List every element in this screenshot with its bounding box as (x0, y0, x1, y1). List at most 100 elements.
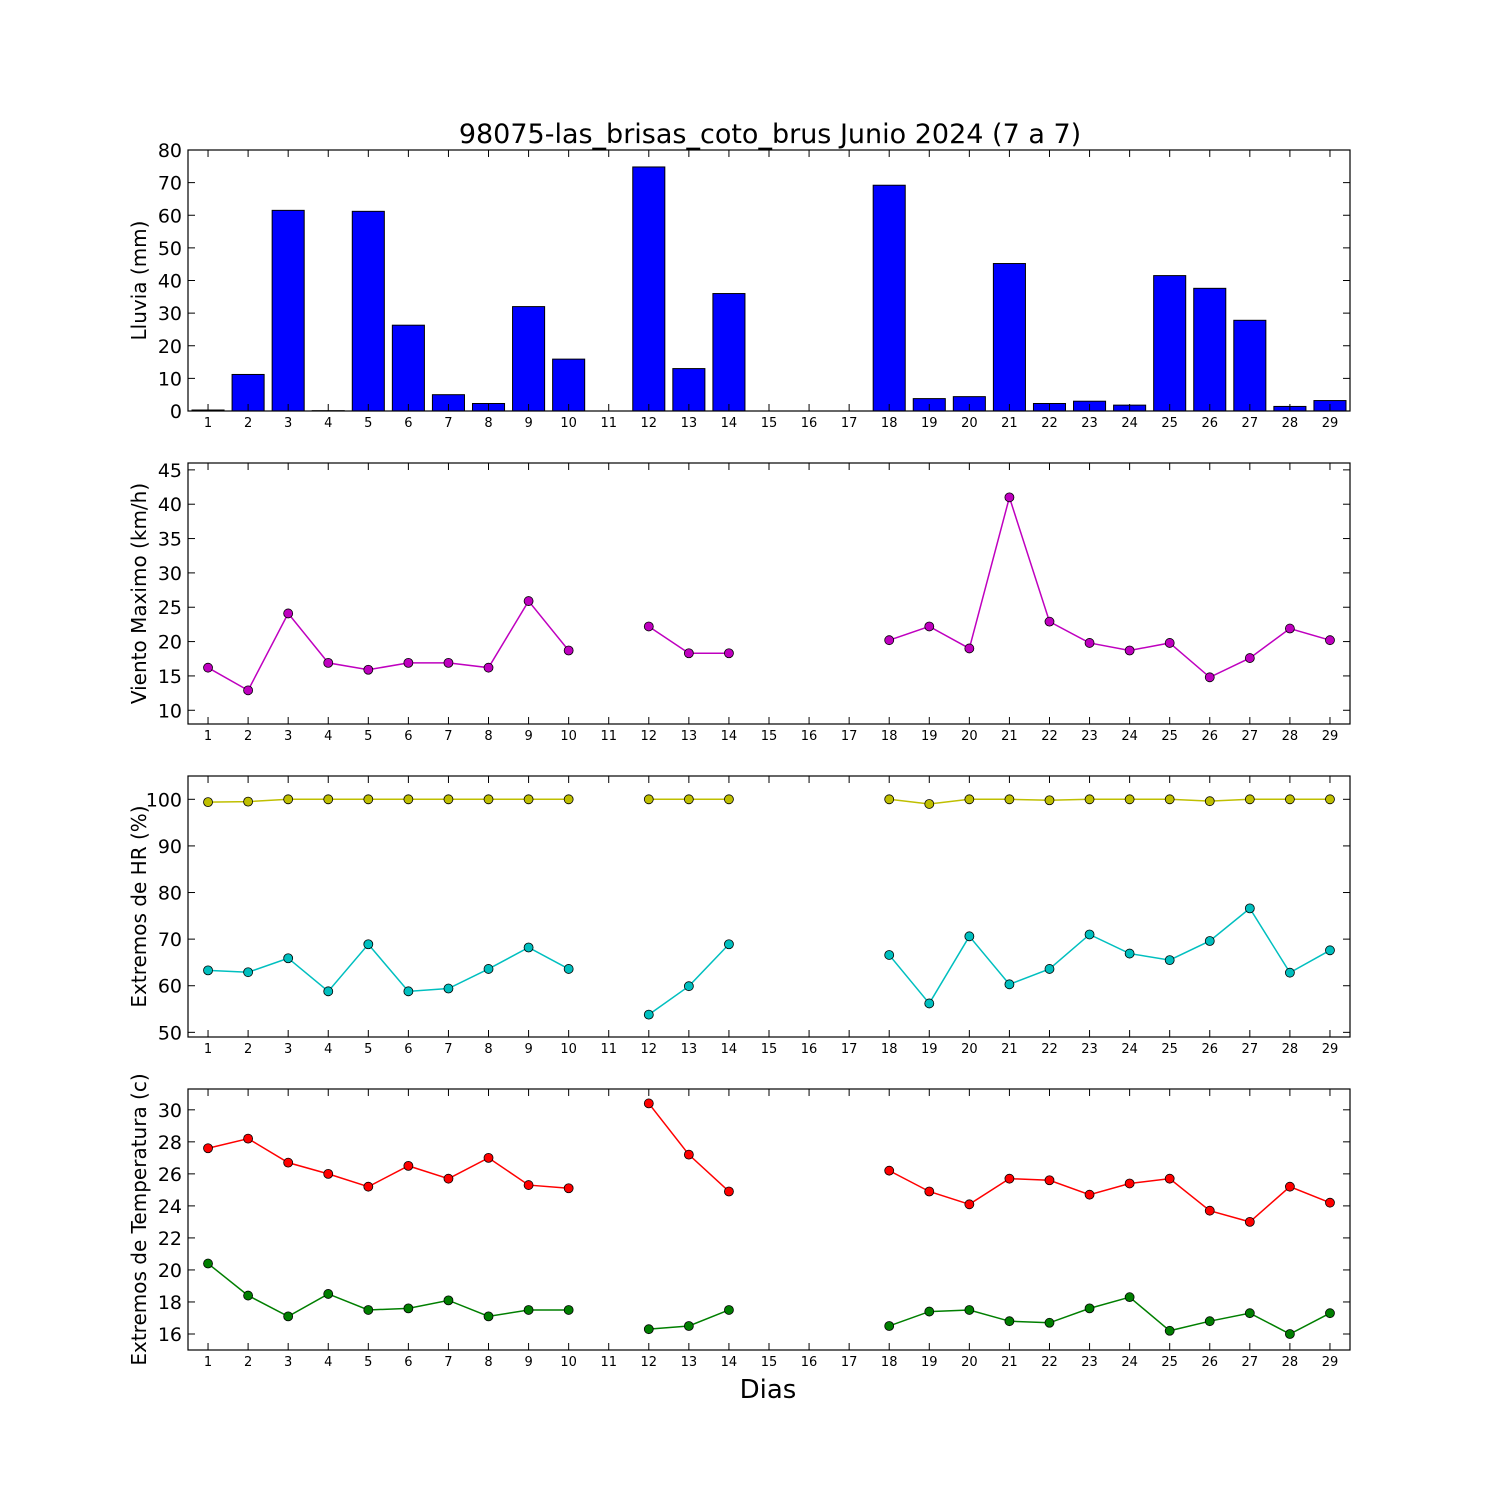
series-2-point-day-13 (683, 1321, 694, 1331)
series-2-point-day-5 (363, 939, 374, 950)
y-tick-label: 80 (158, 140, 182, 162)
x-tick-label: 6 (404, 1042, 412, 1057)
x-tick-label: 29 (1322, 416, 1339, 431)
x-tick-label: 21 (1001, 1042, 1018, 1057)
series-1-point-day-2 (243, 796, 254, 807)
x-tick-label: 13 (681, 1355, 698, 1370)
series-1-point-day-2 (243, 685, 254, 696)
y-tick-label: 60 (158, 976, 182, 998)
x-tick-label: 15 (761, 729, 778, 744)
x-tick-label: 21 (1001, 729, 1018, 744)
series-1-point-day-10 (563, 645, 574, 656)
series-2-point-day-19 (924, 1306, 935, 1317)
y-tick-label: 20 (158, 632, 182, 654)
x-tick-label: 7 (444, 1042, 452, 1057)
x-tick-label: 2 (244, 416, 252, 431)
y-tick-label: 50 (158, 238, 182, 260)
x-tick-label: 25 (1161, 416, 1178, 431)
series-2-point-day-24 (1124, 1292, 1135, 1303)
series-2-point-day-6 (403, 986, 414, 997)
series-2-point-day-12 (643, 1324, 654, 1335)
x-tick-label: 11 (600, 416, 617, 431)
series-1-point-day-5 (363, 1181, 374, 1192)
x-tick-label: 16 (801, 729, 818, 744)
series-2-point-day-20 (964, 931, 975, 942)
x-tick-label: 24 (1121, 1355, 1138, 1370)
x-tick-label: 2 (244, 1042, 252, 1057)
series-1-point-day-18 (884, 1165, 895, 1176)
series-2-point-day-3 (283, 953, 294, 964)
x-tick-label: 12 (641, 1355, 658, 1370)
y-tick-label: 18 (158, 1292, 182, 1314)
series-2-point-day-7 (443, 983, 454, 994)
x-tick-label: 17 (841, 729, 858, 744)
x-tick-label: 5 (364, 416, 372, 431)
y-tick-label: 28 (158, 1132, 182, 1154)
series-1-point-day-20 (964, 643, 975, 654)
y-tick-label: 30 (158, 563, 182, 585)
series-1-point-day-18 (884, 794, 895, 805)
series-1-point-day-28 (1284, 1181, 1295, 1192)
x-tick-label: 14 (721, 1355, 738, 1370)
x-tick-label: 9 (524, 729, 532, 744)
x-tick-label: 29 (1322, 729, 1339, 744)
x-tick-label: 1 (204, 729, 212, 744)
series-2-point-day-2 (243, 1290, 254, 1301)
series-2-point-day-27 (1244, 903, 1255, 914)
series-1-point-day-3 (283, 608, 294, 619)
x-tick-label: 23 (1081, 1355, 1098, 1370)
x-tick-label: 11 (600, 1042, 617, 1057)
series-1-point-day-26 (1204, 796, 1215, 807)
series-1-line-segment-1 (207, 1137, 569, 1190)
series-1-point-day-19 (924, 799, 935, 809)
x-tick-label: 26 (1201, 1042, 1218, 1057)
y-tick-label: 90 (158, 836, 182, 858)
series-1-point-day-1 (203, 797, 213, 807)
x-tick-label: 4 (324, 1042, 332, 1057)
x-tick-label: 19 (921, 1355, 938, 1370)
series-1-point-day-18 (884, 635, 895, 646)
series-1-point-day-23 (1084, 1189, 1095, 1200)
series-2-point-day-21 (1004, 1316, 1015, 1327)
x-tick-label: 19 (921, 416, 938, 431)
series-1-point-day-25 (1164, 1173, 1175, 1184)
bar-day-12 (632, 166, 666, 412)
series-2-point-day-4 (323, 986, 334, 997)
series-2-point-day-6 (403, 1303, 414, 1314)
series-1-point-day-13 (683, 1149, 694, 1160)
series-1-point-day-4 (323, 1168, 334, 1179)
x-tick-label: 20 (961, 1042, 978, 1057)
series-2-point-day-1 (203, 965, 213, 976)
y-tick-label: 100 (146, 789, 182, 811)
series-1-point-day-27 (1244, 794, 1255, 805)
x-tick-label: 26 (1201, 729, 1218, 744)
series-1-point-day-13 (683, 648, 694, 659)
series-1-point-day-19 (924, 1186, 935, 1197)
x-tick-label: 28 (1282, 1042, 1299, 1057)
series-1-point-day-5 (363, 794, 374, 805)
series-2-point-day-9 (523, 942, 534, 953)
x-tick-label: 8 (484, 729, 492, 744)
series-2-point-day-22 (1044, 964, 1055, 974)
x-tick-label: 25 (1161, 1042, 1178, 1057)
x-tick-label: 12 (641, 729, 658, 744)
y-tick-label: 40 (158, 271, 182, 293)
y-tick-label: 30 (158, 303, 182, 325)
x-tick-label: 13 (681, 1042, 698, 1057)
x-tick-label: 21 (1001, 1355, 1018, 1370)
series-2-line-segment-3 (888, 907, 1331, 1005)
x-tick-label: 8 (484, 416, 492, 431)
series-2-point-day-10 (563, 1305, 574, 1315)
y-tick-label: 20 (158, 336, 182, 358)
x-tick-label: 18 (881, 1355, 898, 1370)
x-tick-label: 7 (444, 1355, 452, 1370)
x-tick-label: 17 (841, 1042, 858, 1057)
x-tick-label: 9 (524, 1355, 532, 1370)
x-tick-label: 21 (1001, 416, 1018, 431)
x-tick-label: 10 (560, 1042, 577, 1057)
series-2-point-day-26 (1204, 1316, 1215, 1327)
y-tick-label: 30 (158, 1100, 182, 1122)
series-1-point-day-9 (523, 794, 534, 805)
y-tick-label: 0 (170, 401, 182, 423)
